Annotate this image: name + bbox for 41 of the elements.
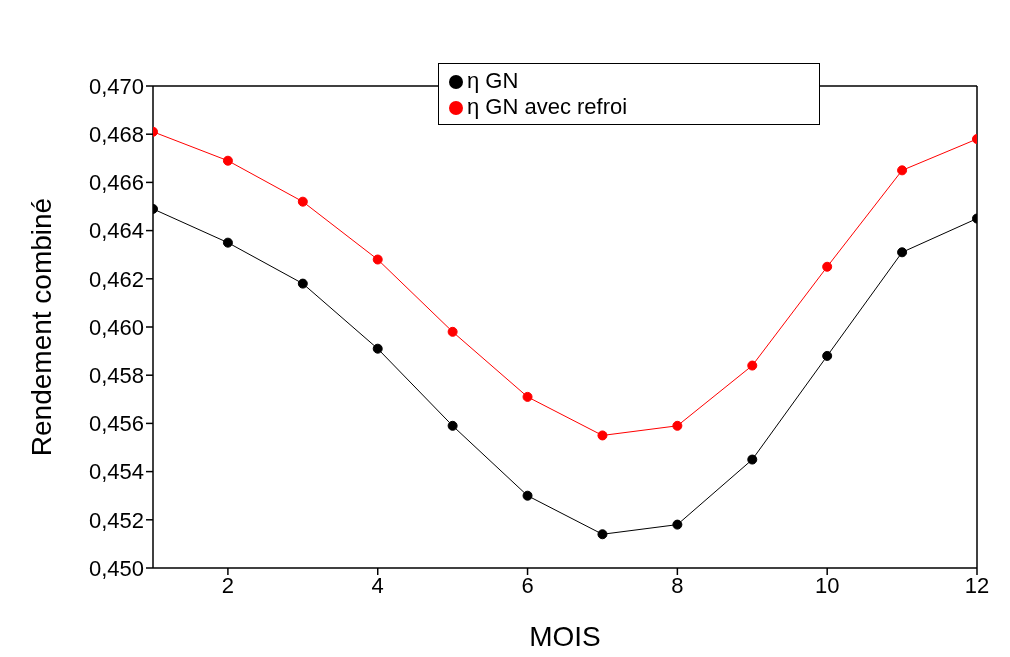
y-tick-label: 0,450 [88, 555, 144, 581]
point [522, 490, 533, 501]
y-tick-label: 0,464 [88, 218, 144, 244]
x-tick-label: 10 [814, 572, 840, 598]
y-tick-label: 0,468 [88, 122, 144, 148]
legend-label: η GN [467, 68, 519, 93]
y-tick-label: 0,456 [88, 411, 144, 437]
point [447, 326, 458, 337]
x-tick-label: 12 [964, 572, 990, 598]
point [672, 519, 683, 530]
point [372, 254, 383, 265]
x-tick-label: 6 [521, 572, 534, 598]
y-tick-label: 0,462 [88, 266, 144, 292]
y-tick-label: 0,452 [88, 507, 144, 533]
point [597, 430, 608, 441]
point [672, 420, 683, 431]
point [522, 391, 533, 402]
point [897, 165, 908, 176]
point [222, 237, 233, 248]
x-tick-label: 4 [371, 572, 384, 598]
y-tick-label: 0,454 [88, 459, 144, 485]
y-tick-label: 0,458 [88, 363, 144, 389]
y-tick-label: 0,466 [88, 170, 144, 196]
x-tick-label: 8 [671, 572, 684, 598]
y-tick-label: 0,460 [88, 314, 144, 340]
point [747, 454, 758, 465]
point [222, 155, 233, 166]
legend-label: η GN avec refroi [467, 94, 628, 119]
point [372, 343, 383, 354]
point [597, 529, 608, 540]
y-axis-title: Rendement combiné [25, 197, 57, 457]
x-axis-title: MOIS [529, 620, 601, 652]
point [897, 247, 908, 258]
point [822, 350, 833, 361]
point [297, 278, 308, 289]
point [297, 196, 308, 207]
x-tick-label: 2 [221, 572, 235, 598]
point [447, 420, 458, 431]
point [822, 261, 833, 272]
point [747, 360, 758, 371]
y-tick-label: 0,470 [88, 73, 144, 99]
